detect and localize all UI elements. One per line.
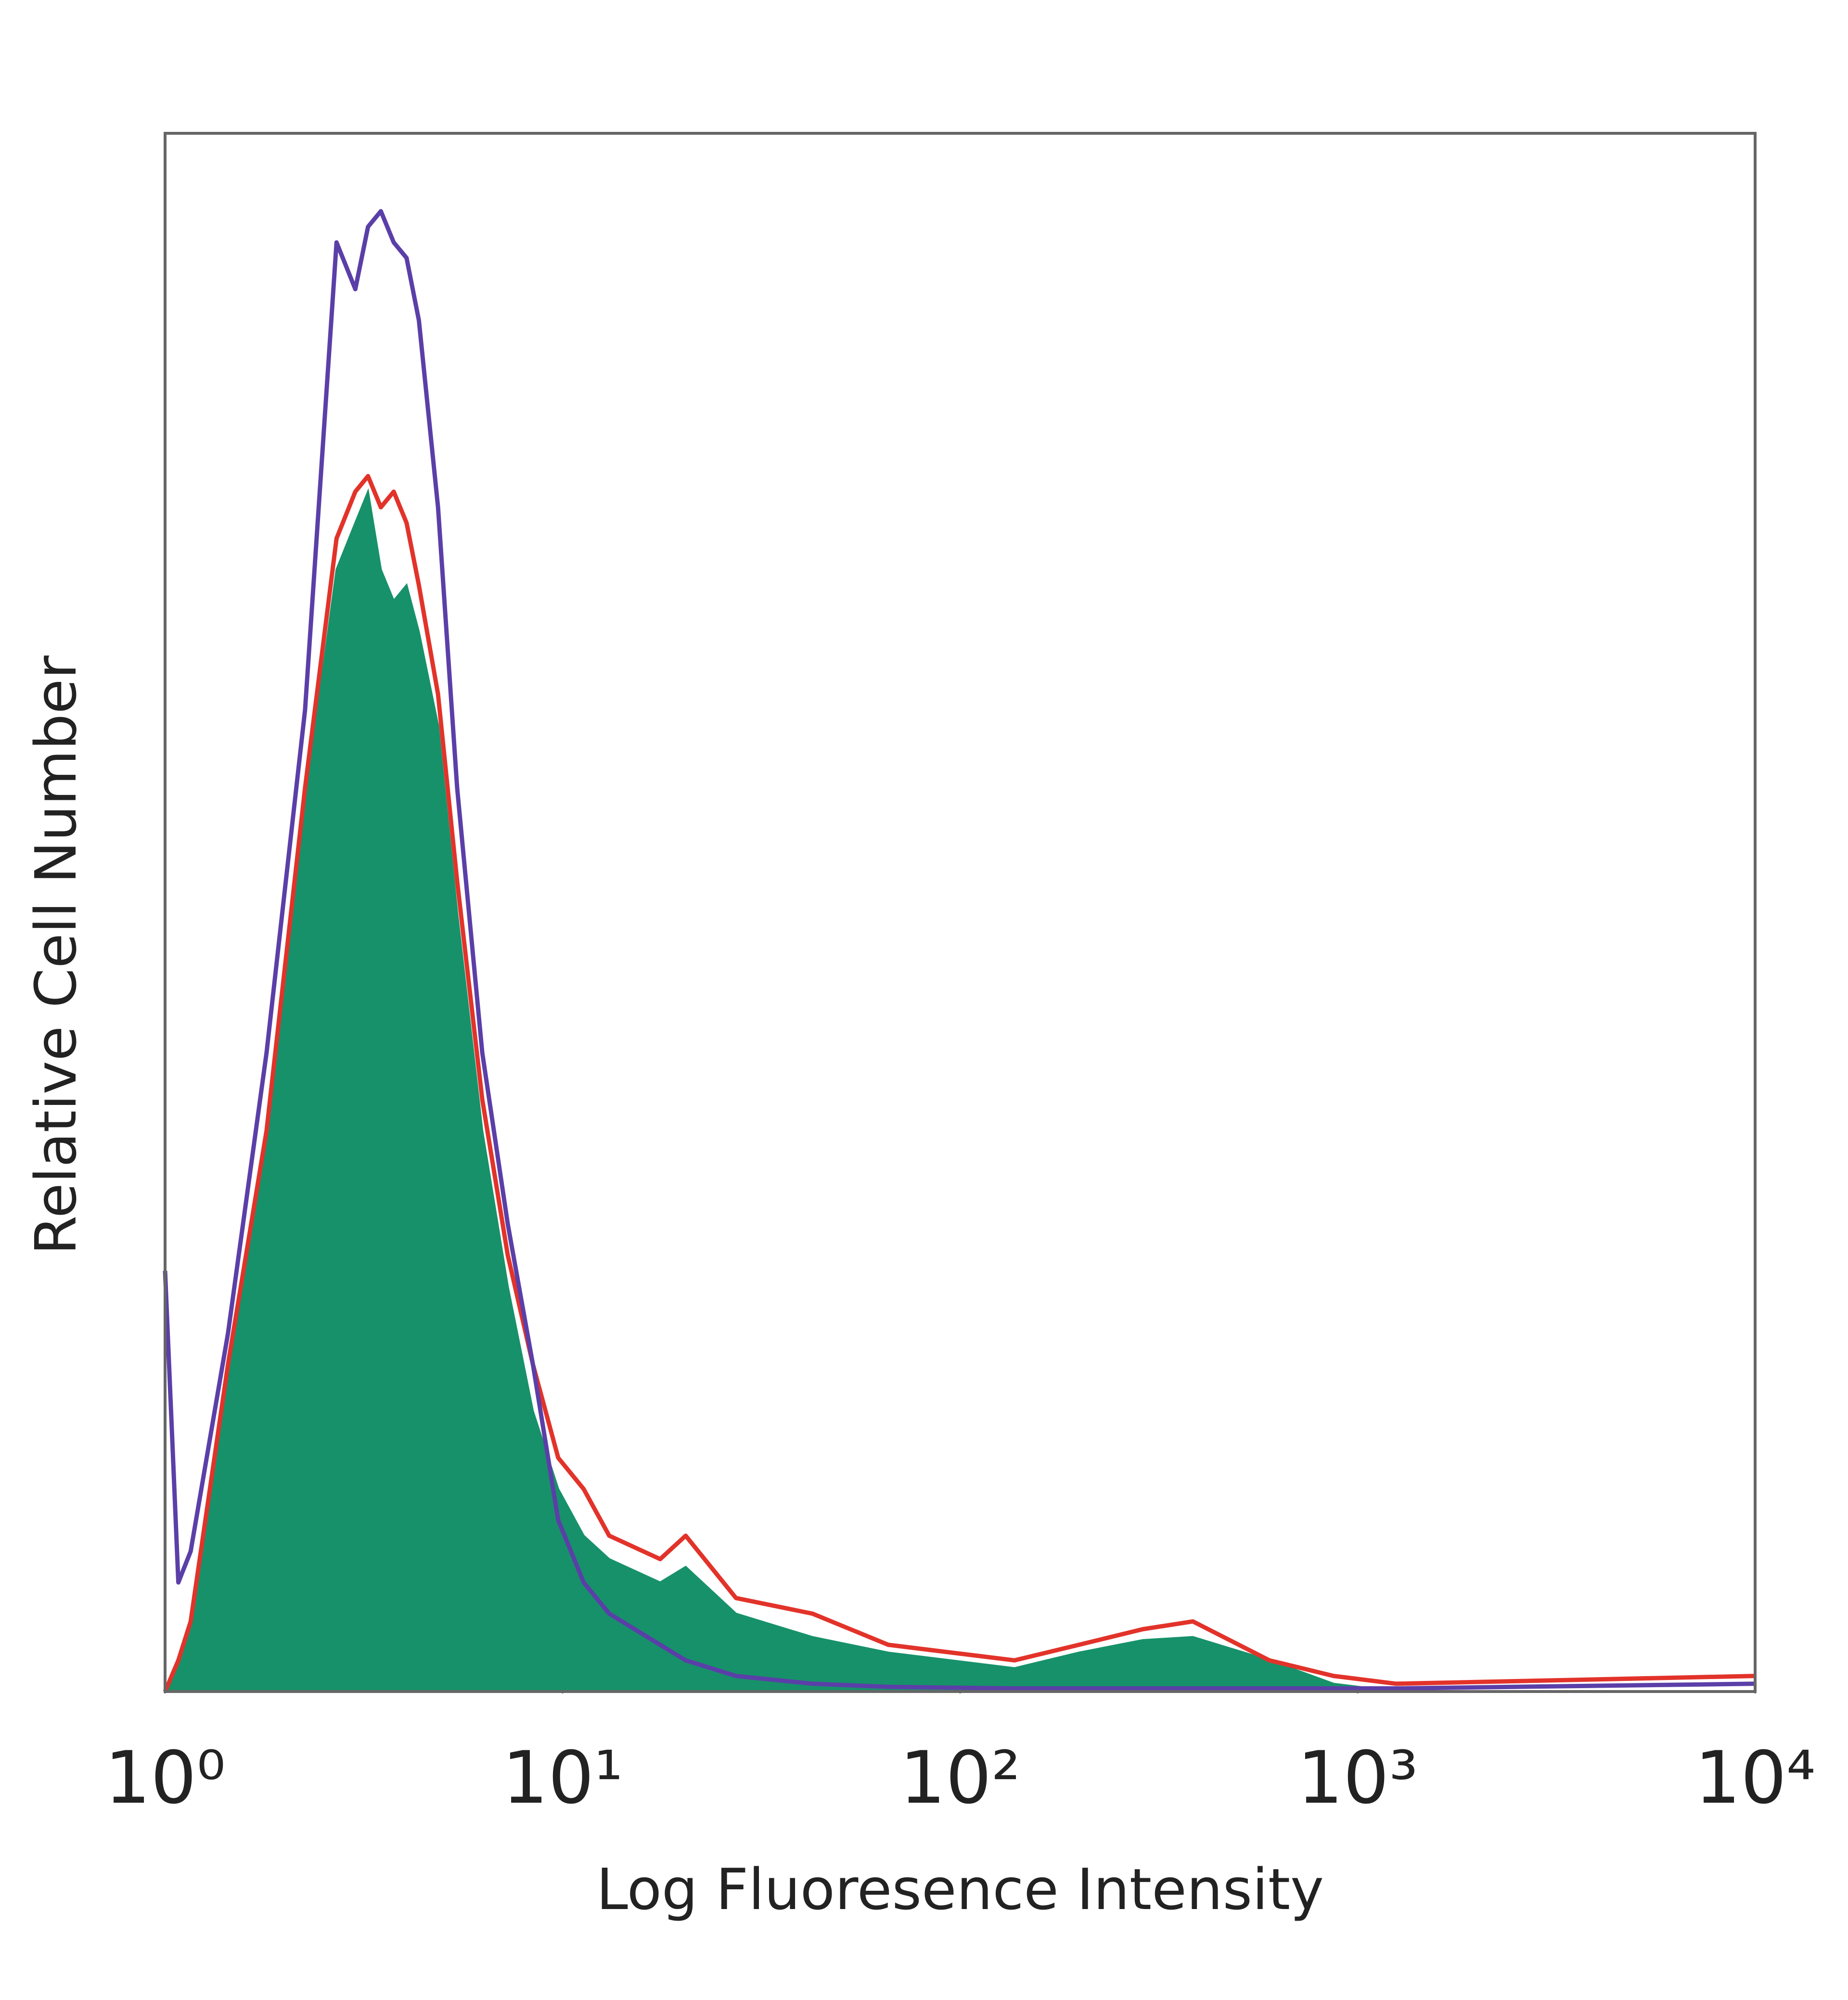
- plot-frame: [164, 132, 1757, 1693]
- line: [163, 209, 1756, 1691]
- y-axis-label: Relative Cell Number: [23, 655, 89, 1255]
- x-tick-label: 10⁰: [104, 1736, 225, 1820]
- area: [163, 488, 1755, 1692]
- x-tick-label: 10³: [1297, 1736, 1418, 1820]
- x-tick-label: 10²: [899, 1736, 1020, 1820]
- x-tick-label: 10⁴: [1694, 1736, 1815, 1820]
- x-axis-label: Log Fluoresence Intensity: [596, 1856, 1324, 1923]
- x-tick-label: 10¹: [502, 1736, 623, 1820]
- line: [163, 474, 1756, 1692]
